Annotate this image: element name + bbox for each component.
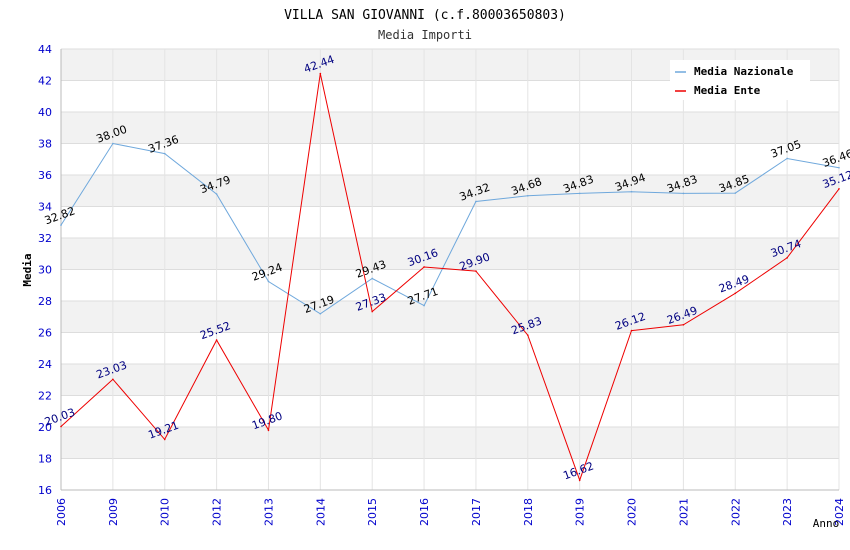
x-axis-label: Anno [813, 517, 840, 530]
legend: Media Nazionale Media Ente [670, 60, 810, 100]
y-tick-label: 30 [38, 264, 52, 277]
data-point [838, 166, 840, 169]
data-point [630, 329, 633, 332]
series-lines [60, 72, 840, 482]
y-axis-label: Media [21, 253, 34, 286]
data-point [163, 152, 166, 155]
series-line-media-ente [60, 73, 840, 482]
plot-band [61, 206, 839, 238]
data-point [578, 479, 581, 482]
series-line-media-nazionale [60, 142, 840, 315]
data-point [527, 194, 529, 197]
y-tick-label: 28 [38, 295, 52, 308]
data-point [786, 157, 788, 160]
y-tick-label: 18 [38, 453, 52, 466]
x-tick-label: 2010 [159, 498, 172, 526]
plot-band [61, 427, 839, 459]
plot-band [61, 332, 839, 364]
data-point [371, 277, 374, 280]
data-point [838, 188, 840, 190]
data-point [630, 190, 633, 193]
data-point [112, 378, 114, 381]
x-tick-label: 2015 [366, 498, 379, 526]
y-tick-label: 16 [38, 484, 52, 497]
legend-label-media-ente: Media Ente [694, 84, 761, 97]
data-point [60, 425, 62, 428]
data-point [371, 310, 374, 313]
data-point [60, 224, 62, 226]
data-point [319, 312, 322, 315]
x-tick-label: 2022 [729, 498, 742, 526]
y-tick-label: 34 [38, 201, 52, 214]
data-point [215, 193, 218, 195]
y-tick-label: 20 [38, 421, 52, 434]
data-point [475, 200, 477, 203]
y-tick-label: 24 [38, 358, 52, 371]
y-tick-label: 40 [38, 106, 52, 119]
x-tick-label: 2023 [781, 498, 794, 526]
plot-band [61, 364, 839, 396]
plot-band [61, 143, 839, 175]
data-point [112, 142, 114, 145]
x-tick-labels: 2006 2009 2010 2012 2013 2014 2015 2016 2017 2018… [55, 498, 846, 526]
legend-box [670, 60, 810, 100]
chart-title: VILLA SAN GIOVANNI (c.f.80003650803) [284, 8, 566, 23]
plot-band [61, 395, 839, 427]
x-tick-label: 2024 [833, 498, 846, 526]
data-point [163, 438, 166, 441]
x-tick-label: 2020 [626, 498, 639, 526]
data-point [475, 270, 477, 272]
axes [60, 49, 839, 491]
x-tick-label: 2009 [107, 498, 120, 526]
plot-band [61, 112, 839, 144]
plot-band [61, 269, 839, 301]
data-point [734, 292, 737, 295]
legend-label-media-nazionale: Media Nazionale [694, 65, 794, 78]
chart-subtitle: Media Importi [378, 28, 472, 42]
data-point [423, 304, 425, 307]
data-point [527, 334, 529, 336]
x-tick-label: 2014 [314, 498, 327, 526]
data-point [578, 192, 581, 195]
x-tick-label: 2012 [211, 498, 224, 526]
data-point [267, 429, 270, 431]
x-tick-label: 2013 [262, 498, 275, 526]
data-point [319, 72, 322, 75]
y-tick-label: 26 [38, 327, 52, 340]
x-tick-label: 2021 [677, 498, 690, 526]
plot-background-bands [61, 49, 839, 490]
x-tick-label: 2017 [470, 498, 483, 526]
data-point [734, 192, 737, 194]
y-tick-label: 42 [38, 75, 52, 88]
data-point [682, 192, 685, 195]
data-point [267, 280, 270, 283]
plot-band [61, 175, 839, 207]
y-tick-label: 36 [38, 169, 52, 182]
x-tick-label: 2019 [574, 498, 587, 526]
y-tick-label: 44 [38, 43, 52, 56]
data-point [423, 266, 425, 268]
plot-band [61, 458, 839, 490]
y-tick-labels: 16 18 20 22 24 26 28 30 32 34 36 38 40 42 44 [38, 43, 52, 497]
x-tick-label: 2018 [522, 498, 535, 526]
data-point [682, 323, 685, 326]
y-tick-label: 32 [38, 232, 52, 245]
x-tick-label: 2016 [418, 498, 431, 526]
data-point [215, 339, 218, 341]
plot-band [61, 301, 839, 333]
data-point [786, 257, 788, 259]
y-tick-label: 38 [38, 138, 52, 151]
y-tick-label: 22 [38, 390, 52, 403]
x-tick-label: 2006 [55, 498, 68, 526]
